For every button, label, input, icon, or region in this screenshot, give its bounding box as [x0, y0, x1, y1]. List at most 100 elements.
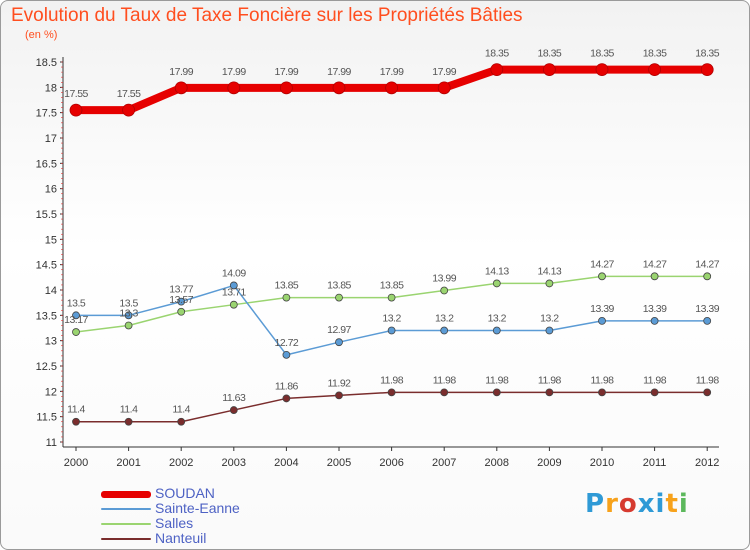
data-point — [543, 63, 556, 76]
data-point — [177, 307, 186, 316]
data-point — [72, 311, 80, 320]
data-point — [282, 293, 291, 302]
data-point — [703, 388, 712, 397]
logo-letter: i — [678, 489, 689, 519]
data-label: 14.13 — [538, 265, 562, 277]
legend-item: Sainte-Eanne — [101, 500, 361, 516]
data-point — [492, 279, 501, 288]
data-point — [72, 328, 80, 336]
data-point — [598, 272, 606, 281]
data-point — [332, 81, 346, 95]
logo-letter: r — [605, 489, 619, 519]
data-label: 13.39 — [590, 303, 614, 315]
x-tick-label: 2005 — [327, 457, 351, 469]
y-tick-label: 13.5 — [36, 310, 57, 322]
axes: 11 11.5 12 12.5 13 13.5 14 14.5 15 15.5 16 16.5 17 17… — [36, 57, 719, 469]
y-tick-label: 15 — [45, 234, 57, 246]
data-label: 18.35 — [590, 48, 614, 60]
data-point — [177, 417, 186, 426]
data-point — [703, 272, 712, 281]
data-label: 13.2 — [382, 313, 401, 325]
y-tick-label: 12.5 — [36, 361, 57, 373]
data-label: 14.09 — [222, 267, 246, 279]
data-label: 13.3 — [119, 307, 138, 319]
data-label: 17.99 — [222, 66, 246, 78]
y-tick-label: 18.5 — [36, 57, 57, 69]
legend-item: SOUDAN — [101, 485, 361, 501]
data-label: 11.98 — [380, 374, 404, 386]
x-tick-label: 2010 — [590, 457, 614, 469]
logo-letter: t — [665, 489, 679, 519]
y-tick-label: 12 — [45, 386, 57, 398]
x-tick-label: 2012 — [695, 457, 719, 469]
series-lines — [72, 65, 712, 423]
data-point — [650, 272, 659, 281]
x-tick-label: 2007 — [432, 457, 456, 469]
legend-swatch — [101, 508, 151, 510]
legend-item: Salles — [101, 515, 361, 531]
logo-letter: P — [585, 489, 606, 519]
data-label: 13.85 — [327, 280, 351, 292]
data-label: 12.72 — [275, 337, 299, 349]
data-label: 13.71 — [222, 287, 246, 299]
data-point — [437, 81, 451, 95]
data-point — [229, 300, 238, 309]
data-label: 18.35 — [695, 48, 719, 60]
data-label: 18.35 — [485, 48, 509, 60]
data-point — [387, 326, 396, 335]
data-point — [282, 394, 291, 403]
data-point — [440, 388, 449, 397]
x-tick-label: 2006 — [379, 457, 403, 469]
data-point — [335, 391, 343, 400]
legend-label: Salles — [155, 515, 194, 531]
data-point — [650, 317, 659, 325]
data-point — [598, 388, 606, 397]
y-tick-label: 18 — [45, 82, 57, 94]
data-label: 17.99 — [169, 66, 193, 78]
data-point — [335, 338, 343, 347]
legend-label: Nanteuil — [155, 530, 207, 546]
data-label: 14.13 — [485, 265, 509, 277]
unit-label: (en %) — [25, 29, 58, 41]
y-tick-label: 16.5 — [36, 158, 57, 170]
y-tick-label: 14.5 — [36, 260, 57, 272]
data-label: 11.98 — [643, 374, 667, 386]
data-point — [440, 286, 449, 295]
data-label: 17.55 — [64, 88, 88, 100]
data-label: 13.39 — [695, 303, 719, 315]
x-tick-label: 2009 — [537, 457, 561, 469]
data-label: 13.77 — [169, 284, 193, 296]
data-point — [124, 311, 133, 320]
series-points — [69, 63, 714, 426]
data-point — [648, 63, 661, 76]
data-point — [279, 81, 293, 95]
data-label: 13.5 — [67, 297, 86, 309]
data-label: 13.2 — [435, 313, 454, 325]
y-tick-label: 15.5 — [36, 209, 57, 221]
x-tick-label: 2004 — [274, 457, 298, 469]
y-tick-label: 11.5 — [36, 412, 57, 424]
data-point — [650, 388, 659, 397]
legend-swatch — [101, 538, 151, 540]
data-point — [387, 388, 396, 397]
logo-letter: o — [618, 489, 638, 519]
data-point — [122, 103, 135, 117]
logo-letter: i — [655, 489, 666, 519]
y-tick-label: 14 — [45, 285, 57, 297]
data-point — [490, 63, 504, 76]
data-label: 13.57 — [169, 294, 193, 306]
data-label: 17.99 — [327, 66, 351, 78]
data-label: 17.99 — [432, 66, 456, 78]
data-label: 18.35 — [643, 48, 667, 60]
y-tick-label: 13 — [45, 336, 57, 348]
data-point — [69, 103, 83, 117]
data-label: 13.2 — [540, 313, 559, 325]
y-tick-label: 17.5 — [36, 108, 57, 120]
data-label: 11.98 — [485, 374, 509, 386]
data-point — [545, 388, 554, 397]
data-point — [229, 406, 238, 414]
data-point — [492, 326, 501, 335]
line-chart: 11 11.5 12 12.5 13 13.5 14 14.5 15 15.5 16 16.5 17 17… — [36, 48, 721, 469]
data-label: 18.35 — [538, 48, 562, 60]
data-label: 17.99 — [275, 66, 299, 78]
